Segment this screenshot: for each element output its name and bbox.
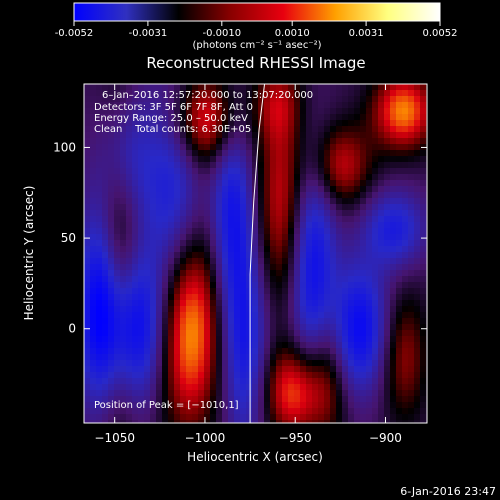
x-tick-label: −900 — [369, 431, 402, 445]
y-axis-label: Heliocentric Y (arcsec) — [22, 186, 36, 321]
x-axis-ticks: −1050 −1000 −950 −900 — [94, 84, 402, 445]
heatmap-image — [84, 84, 427, 423]
x-tick-label: −950 — [279, 431, 312, 445]
colorbar-tick-label: 0.0031 — [349, 28, 384, 39]
annotation-peak-position: Position of Peak = [−1010,1] — [94, 400, 239, 411]
annotation-time-range: 6–Jan–2016 12:57:20.000 to 13:07:20.000 — [102, 90, 313, 101]
x-tick-label: −1000 — [185, 431, 226, 445]
y-tick-label: 0 — [68, 322, 76, 336]
y-tick-label: 50 — [61, 231, 76, 245]
colorbar-tick-label: -0.0010 — [203, 28, 242, 39]
colorbar — [73, 2, 441, 22]
colorbar-units-label: (photons cm⁻² s⁻¹ asec⁻²) — [192, 40, 321, 51]
colorbar-ticks: -0.0052 -0.0031 -0.0010 0.0010 0.0031 0.0052 — [55, 21, 458, 39]
colorbar-tick-label: 0.0052 — [423, 28, 458, 39]
y-tick-label: 100 — [53, 140, 76, 154]
colorbar-tick-label: 0.0010 — [275, 28, 310, 39]
colorbar-tick-label: -0.0052 — [55, 28, 94, 39]
x-axis-label: Heliocentric X (arcsec) — [187, 450, 323, 464]
y-axis-ticks: 0 50 100 — [53, 140, 427, 336]
plot-frame — [83, 83, 428, 424]
annotation-clean-counts: Clean Total counts: 6.30E+05 — [94, 124, 251, 135]
annotation-detectors: Detectors: 3F 5F 6F 7F 8F, Att 0 — [94, 102, 253, 113]
x-tick-label: −1050 — [94, 431, 135, 445]
chart-title: Reconstructed RHESSI Image — [146, 54, 365, 72]
solar-limb-line — [249, 84, 266, 423]
colorbar-tick-label: -0.0031 — [129, 28, 168, 39]
annotation-energy-range: Energy Range: 25.0 – 50.0 keV — [94, 113, 248, 124]
footer-date: 6-Jan-2016 23:47 — [400, 485, 496, 498]
